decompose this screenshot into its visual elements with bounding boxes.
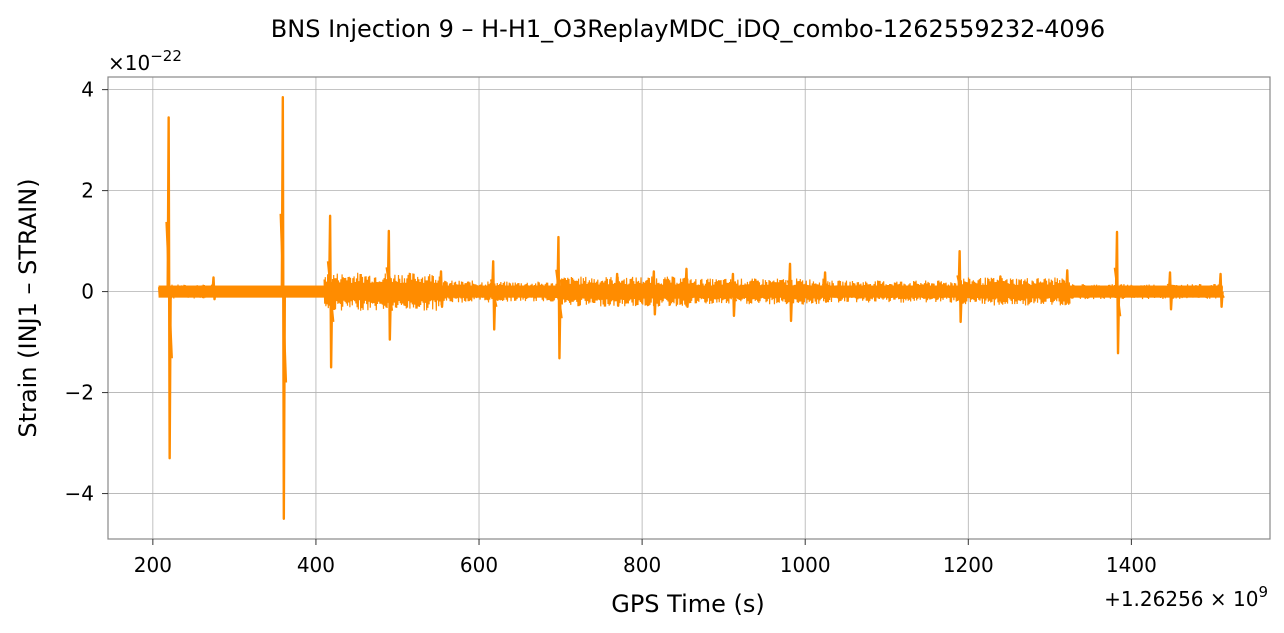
x-axis-label: GPS Time (s) [611, 590, 765, 618]
y-axis-scale-factor: ×10−22 [108, 47, 182, 75]
glitch-ringdown [385, 267, 394, 311]
glitch-ringdown [613, 284, 622, 298]
glitch-ringdown [437, 283, 446, 298]
glitch-ringdown [956, 275, 964, 304]
y-tick-label: 2 [81, 179, 94, 203]
x-offset-base: +1.26256 × 10 [1104, 587, 1258, 611]
glitch-ringdown [326, 261, 335, 322]
glitch-ringdown [210, 285, 218, 296]
x-axis-offset: +1.26256 × 109 [1104, 583, 1268, 611]
glitch-ringdown [555, 269, 563, 319]
y-axis-label: Strain (INJ1 – STRAIN) [14, 178, 42, 437]
glitch-ringdown [1166, 283, 1175, 299]
glitch-ringdown [1217, 284, 1225, 298]
x-tick-label: 1400 [1106, 553, 1157, 577]
x-tick-label: 400 [297, 553, 335, 577]
y-tick-label: 4 [81, 78, 94, 102]
glitch-ringdown [683, 282, 691, 298]
y-tick-label: −2 [65, 381, 94, 405]
glitch-ringdown [786, 280, 795, 304]
y-scale-base: ×10 [108, 51, 150, 75]
glitch-spike [211, 276, 217, 301]
glitch-ringdown [821, 283, 830, 296]
x-tick-label: 1000 [780, 553, 831, 577]
y-tick-label: 0 [81, 280, 94, 304]
plot-area-frame [107, 76, 1271, 540]
glitch-ringdown [489, 279, 498, 307]
glitch-ringdown [165, 221, 173, 359]
x-tick-label: 200 [134, 553, 172, 577]
y-tick-label: −4 [65, 482, 94, 506]
glitch-spike [684, 267, 690, 308]
chart-title: BNS Injection 9 – H-H1_O3ReplayMDC_iDQ_c… [271, 15, 1105, 43]
strain-series [157, 95, 1225, 521]
glitch-ringdown [1113, 267, 1122, 317]
axis-ticks: 200 400 600 800 1000 1200 1400 −4 −2 0 2 4 [65, 78, 1157, 577]
glitch-ringdown [650, 283, 659, 301]
glitch-ringdown [279, 213, 288, 383]
glitch-ringdown [1064, 282, 1072, 297]
x-tick-label: 800 [623, 553, 661, 577]
glitch-ringdown [997, 285, 1005, 297]
glitch-spike [822, 271, 829, 303]
x-tick-label: 1200 [943, 553, 994, 577]
baseline-band [158, 285, 1223, 298]
glitch-spike [1065, 269, 1071, 304]
y-scale-exponent: −22 [150, 47, 182, 65]
x-offset-exponent: 9 [1258, 583, 1268, 601]
glitch-ringdown [729, 284, 738, 302]
x-tick-label: 600 [460, 553, 498, 577]
